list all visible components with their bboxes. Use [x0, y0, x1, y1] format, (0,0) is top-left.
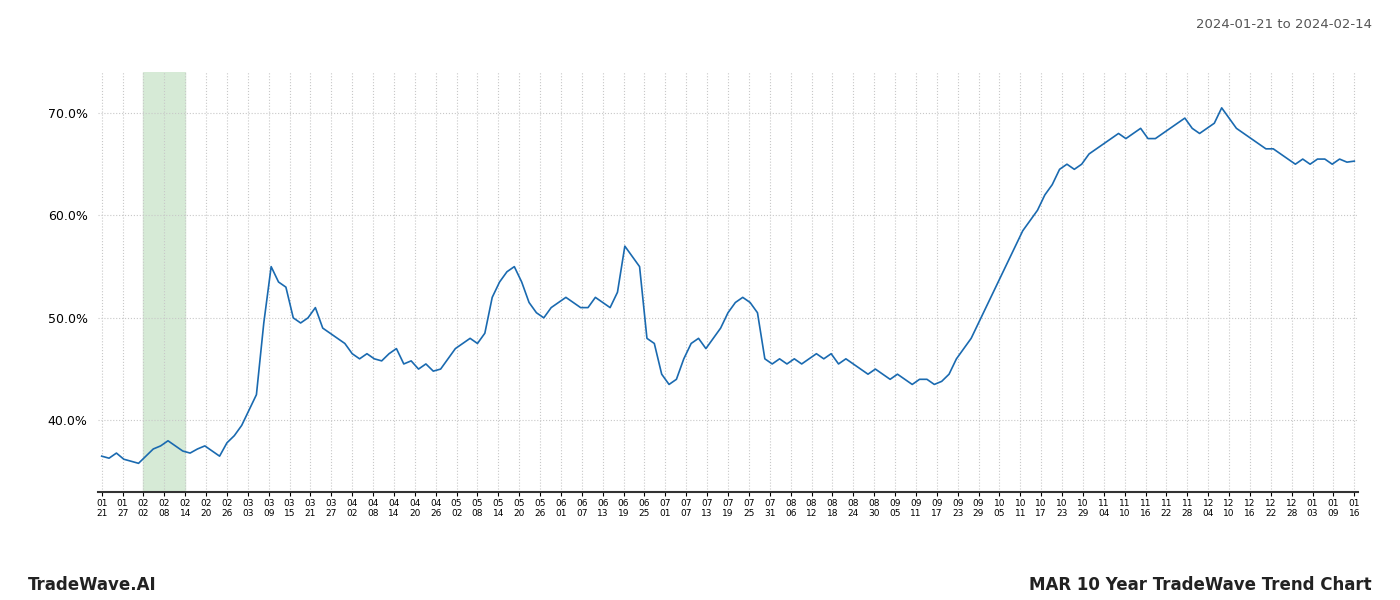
Text: TradeWave.AI: TradeWave.AI [28, 576, 157, 594]
Bar [143, 72, 185, 492]
Text: 2024-01-21 to 2024-02-14: 2024-01-21 to 2024-02-14 [1196, 18, 1372, 31]
Text: MAR 10 Year TradeWave Trend Chart: MAR 10 Year TradeWave Trend Chart [1029, 576, 1372, 594]
